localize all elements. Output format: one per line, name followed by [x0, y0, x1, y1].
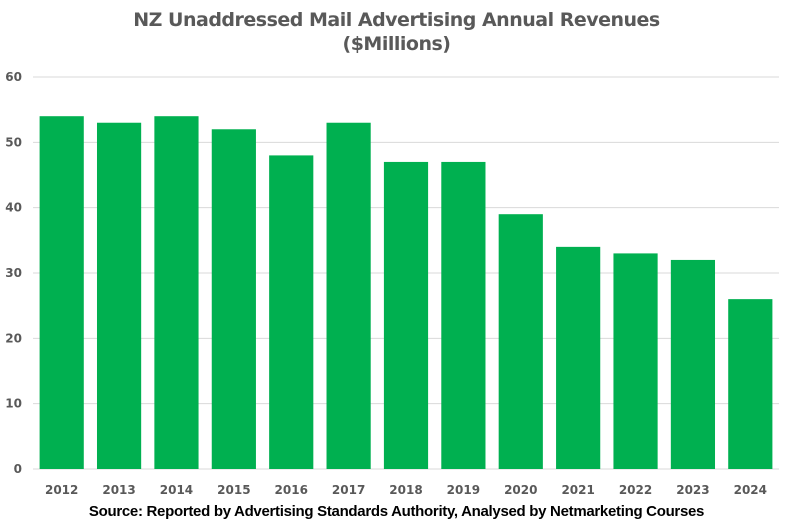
source-note: Source: Reported by Advertising Standard… — [88, 503, 705, 520]
x-tick-label: 2014 — [160, 483, 193, 497]
bar-2018 — [383, 161, 429, 469]
bar-2021 — [556, 246, 601, 469]
y-tick-label: 30 — [5, 266, 22, 280]
bar-2013 — [96, 122, 142, 469]
y-axis-ticks: 0 10 20 30 40 50 60 — [5, 70, 22, 476]
x-tick-label: 2022 — [619, 483, 652, 497]
x-tick-label: 2015 — [217, 483, 250, 497]
x-axis-ticks: 2012 2013 2014 2015 2016 2017 2018 2019 2020 2021… — [45, 483, 767, 497]
y-tick-label: 40 — [5, 201, 22, 215]
x-tick-label: 2019 — [447, 483, 480, 497]
bar-2014 — [154, 116, 199, 469]
bar-2016 — [269, 155, 314, 469]
x-tick-label: 2023 — [676, 483, 709, 497]
y-tick-label: 10 — [5, 397, 22, 411]
bar-2023 — [670, 259, 716, 469]
y-tick-label: 50 — [5, 135, 22, 149]
x-tick-label: 2016 — [275, 483, 308, 497]
y-tick-label: 0 — [14, 462, 22, 476]
x-tick-label: 2018 — [389, 483, 422, 497]
y-tick-label: 60 — [5, 70, 22, 84]
x-tick-label: 2017 — [332, 483, 365, 497]
bar-2024 — [728, 299, 773, 469]
y-tick-label: 20 — [5, 331, 22, 345]
x-tick-label: 2021 — [561, 483, 594, 497]
chart-title-line-2: ($Millions) — [342, 33, 451, 55]
bars — [39, 116, 773, 469]
bar-2019 — [441, 161, 486, 469]
bar-2015 — [211, 129, 256, 469]
x-tick-label: 2024 — [734, 483, 767, 497]
x-tick-label: 2020 — [504, 483, 537, 497]
x-tick-label: 2013 — [102, 483, 135, 497]
chart-title: NZ Unaddressed Mail Advertising Annual R… — [0, 8, 793, 56]
bar-2017 — [326, 122, 371, 469]
bar-2022 — [613, 253, 658, 469]
chart-title-line-1: NZ Unaddressed Mail Advertising Annual R… — [133, 9, 660, 31]
bar-2012 — [39, 116, 84, 469]
x-tick-label: 2012 — [45, 483, 78, 497]
bar-2020 — [498, 214, 543, 469]
